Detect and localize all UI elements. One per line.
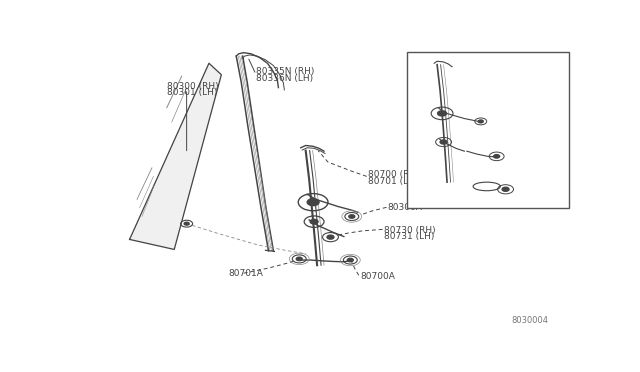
Circle shape bbox=[296, 257, 302, 261]
Text: MANUAL WINDOW: MANUAL WINDOW bbox=[428, 53, 520, 62]
Circle shape bbox=[310, 219, 318, 224]
Circle shape bbox=[348, 258, 353, 262]
Circle shape bbox=[349, 215, 355, 218]
Text: 80760C: 80760C bbox=[502, 147, 532, 156]
Polygon shape bbox=[129, 63, 221, 250]
Text: 80700A: 80700A bbox=[360, 272, 395, 280]
Circle shape bbox=[307, 199, 319, 206]
Text: 80701 (LH): 80701 (LH) bbox=[502, 118, 545, 127]
Circle shape bbox=[438, 111, 447, 116]
Text: 80300A: 80300A bbox=[388, 203, 422, 212]
Circle shape bbox=[440, 140, 447, 144]
Circle shape bbox=[184, 222, 189, 225]
Circle shape bbox=[493, 155, 500, 158]
Bar bbox=[408, 52, 568, 208]
Text: 8030004: 8030004 bbox=[511, 316, 548, 325]
Text: 80335N (RH): 80335N (RH) bbox=[256, 67, 314, 76]
Text: 80700 (RH): 80700 (RH) bbox=[502, 112, 547, 121]
Text: 80730 (RH): 80730 (RH) bbox=[383, 226, 435, 235]
Text: 80701A: 80701A bbox=[229, 269, 264, 278]
Text: 80301 (LH): 80301 (LH) bbox=[167, 88, 217, 97]
Text: 80700 (RH): 80700 (RH) bbox=[367, 170, 419, 179]
Text: 80731 (LH): 80731 (LH) bbox=[383, 232, 434, 241]
Circle shape bbox=[478, 120, 483, 123]
Text: 80701 (LH): 80701 (LH) bbox=[367, 177, 418, 186]
Circle shape bbox=[327, 235, 334, 239]
Circle shape bbox=[502, 187, 509, 191]
Text: 80760: 80760 bbox=[486, 183, 512, 192]
Text: 80336N (LH): 80336N (LH) bbox=[256, 74, 313, 83]
Text: 80300 (RH): 80300 (RH) bbox=[167, 82, 218, 91]
